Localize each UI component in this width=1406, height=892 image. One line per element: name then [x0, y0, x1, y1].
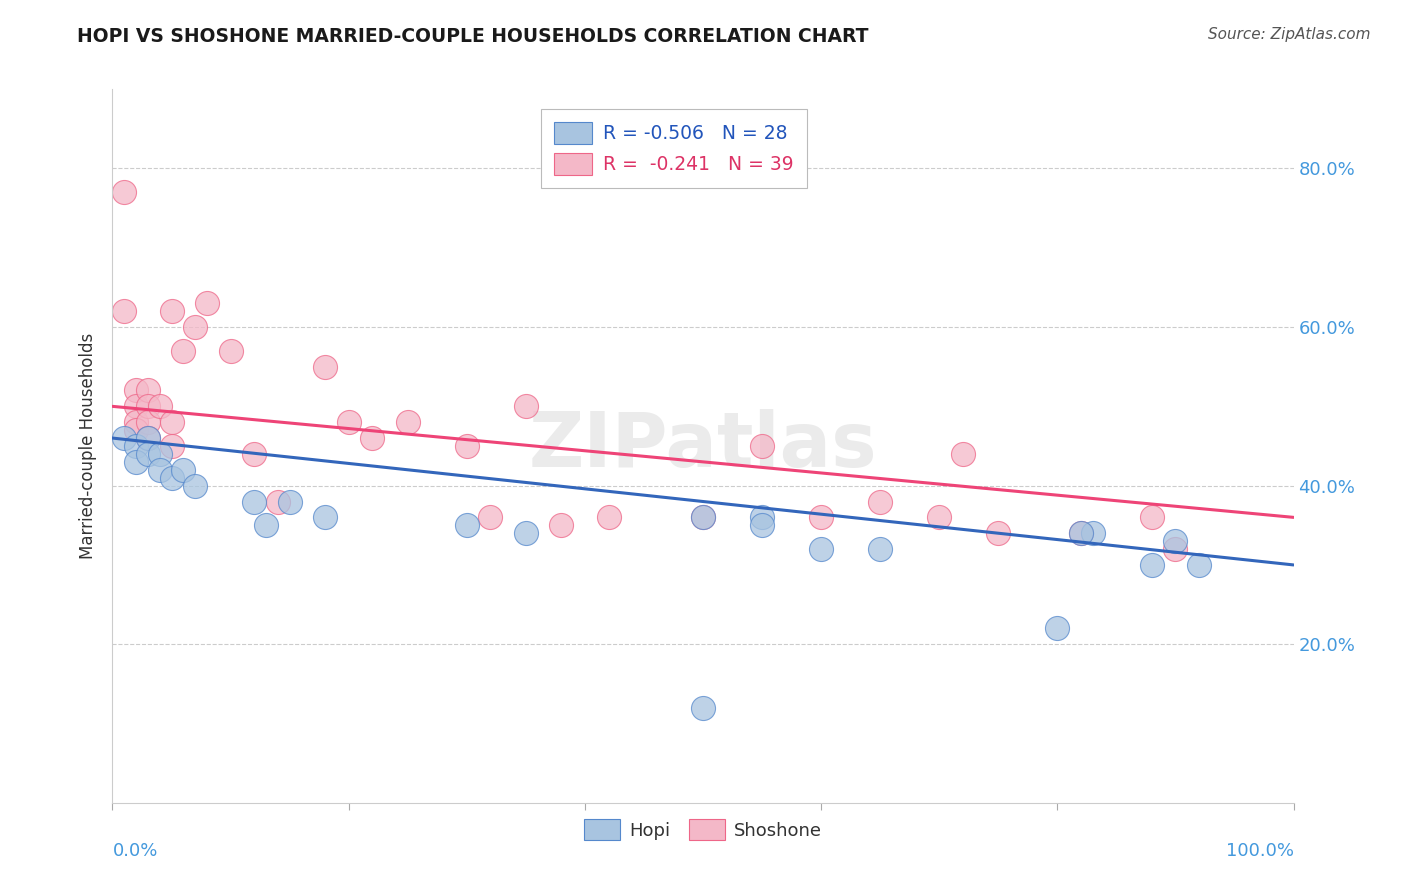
Point: [396, 415, 419, 429]
Point: [869, 542, 891, 557]
Point: [337, 415, 360, 429]
Point: [550, 518, 572, 533]
Point: [869, 494, 891, 508]
Point: [1070, 526, 1092, 541]
Point: [125, 415, 148, 429]
Point: [112, 304, 135, 318]
Point: [149, 400, 172, 414]
Point: [810, 542, 832, 557]
Text: 0.0%: 0.0%: [112, 842, 157, 860]
Point: [515, 526, 537, 541]
Point: [160, 415, 183, 429]
Text: ZIPatlas: ZIPatlas: [529, 409, 877, 483]
Point: [112, 186, 135, 200]
Point: [692, 510, 714, 524]
Point: [952, 447, 974, 461]
Point: [160, 471, 183, 485]
Point: [1140, 510, 1163, 524]
Point: [149, 463, 172, 477]
Point: [136, 415, 159, 429]
Point: [267, 494, 290, 508]
Point: [243, 494, 266, 508]
Point: [136, 400, 159, 414]
Point: [361, 431, 384, 445]
Point: [1046, 621, 1069, 635]
Point: [987, 526, 1010, 541]
Text: Source: ZipAtlas.com: Source: ZipAtlas.com: [1208, 27, 1371, 42]
Point: [692, 510, 714, 524]
Legend: Hopi, Shoshone: Hopi, Shoshone: [576, 812, 830, 847]
Text: HOPI VS SHOSHONE MARRIED-COUPLE HOUSEHOLDS CORRELATION CHART: HOPI VS SHOSHONE MARRIED-COUPLE HOUSEHOL…: [77, 27, 869, 45]
Point: [1070, 526, 1092, 541]
Point: [136, 447, 159, 461]
Point: [112, 431, 135, 445]
Point: [751, 510, 773, 524]
Point: [254, 518, 277, 533]
Point: [125, 400, 148, 414]
Point: [456, 439, 478, 453]
Point: [1140, 558, 1163, 572]
Point: [1081, 526, 1104, 541]
Point: [125, 423, 148, 437]
Point: [314, 510, 336, 524]
Point: [278, 494, 301, 508]
Point: [160, 304, 183, 318]
Point: [219, 343, 242, 358]
Point: [136, 431, 159, 445]
Point: [243, 447, 266, 461]
Point: [692, 700, 714, 714]
Point: [1164, 534, 1187, 549]
Point: [314, 359, 336, 374]
Point: [1188, 558, 1211, 572]
Point: [810, 510, 832, 524]
Point: [125, 384, 148, 398]
Point: [172, 463, 194, 477]
Point: [456, 518, 478, 533]
Point: [125, 439, 148, 453]
Point: [1164, 542, 1187, 557]
Point: [125, 455, 148, 469]
Point: [160, 439, 183, 453]
Point: [136, 384, 159, 398]
Point: [598, 510, 620, 524]
Point: [149, 447, 172, 461]
Text: 100.0%: 100.0%: [1226, 842, 1294, 860]
Point: [751, 518, 773, 533]
Point: [479, 510, 502, 524]
Point: [184, 320, 207, 334]
Point: [172, 343, 194, 358]
Point: [136, 431, 159, 445]
Y-axis label: Married-couple Households: Married-couple Households: [79, 333, 97, 559]
Point: [184, 478, 207, 492]
Point: [928, 510, 950, 524]
Point: [751, 439, 773, 453]
Point: [195, 296, 218, 310]
Point: [515, 400, 537, 414]
